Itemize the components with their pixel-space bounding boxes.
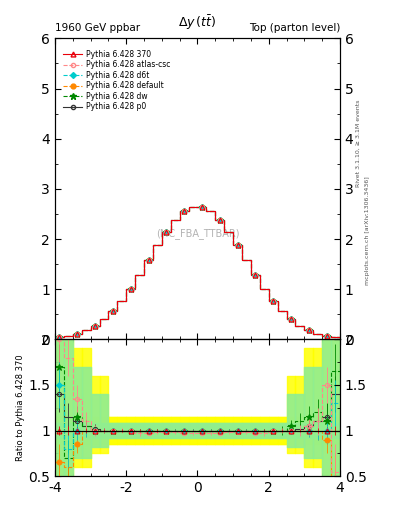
Legend: Pythia 6.428 370, Pythia 6.428 atlas-csc, Pythia 6.428 d6t, Pythia 6.428 default: Pythia 6.428 370, Pythia 6.428 atlas-csc… [62, 48, 172, 113]
Text: mcplots.cern.ch [arXiv:1306.3436]: mcplots.cern.ch [arXiv:1306.3436] [365, 176, 370, 285]
Y-axis label: Ratio to Pythia 6.428 370: Ratio to Pythia 6.428 370 [17, 354, 26, 461]
Text: Top (parton level): Top (parton level) [248, 23, 340, 33]
Text: (MC_FBA_TTBAR): (MC_FBA_TTBAR) [156, 228, 239, 240]
Text: 1960 GeV ppbar: 1960 GeV ppbar [55, 23, 140, 33]
Text: Rivet 3.1.10, ≥ 3.1M events: Rivet 3.1.10, ≥ 3.1M events [356, 100, 361, 187]
Text: $\Delta y\,(t\bar{t})$: $\Delta y\,(t\bar{t})$ [178, 14, 217, 32]
